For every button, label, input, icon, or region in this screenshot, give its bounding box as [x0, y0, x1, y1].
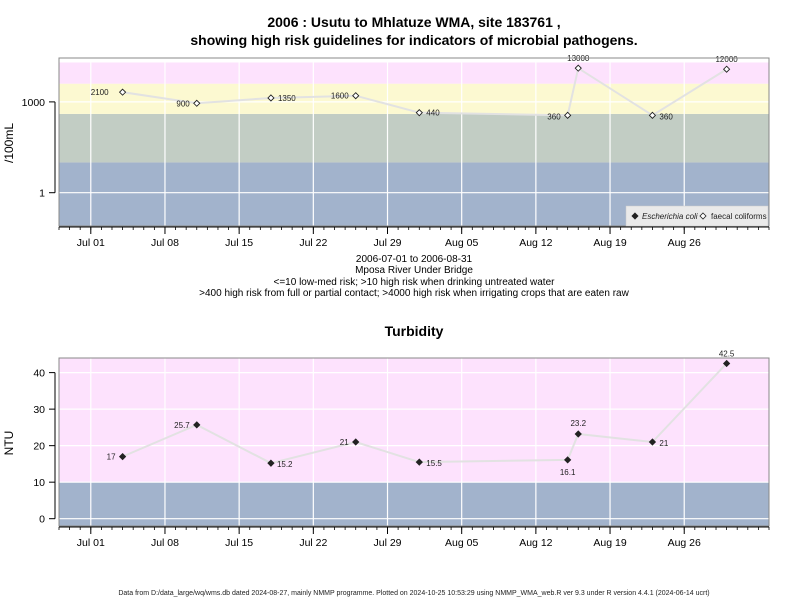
data-point [118, 88, 127, 96]
x-tick-label: Aug 12 [519, 537, 552, 549]
chart-title: 2006 : Usutu to Mhlatuze WMA, site 18376… [267, 14, 560, 30]
risk-band-1 [59, 358, 769, 483]
risk-guideline-2: >400 high risk from full or partial cont… [199, 288, 629, 299]
data-label: 15.2 [277, 460, 293, 469]
legend-marker-faecal-coliforms [699, 212, 707, 220]
data-point [415, 458, 423, 466]
data-point [722, 65, 731, 73]
data-point [574, 64, 582, 72]
y-tick-label: 1 [39, 188, 45, 200]
x-tick-label: Aug 19 [593, 237, 626, 249]
data-label: 15.5 [426, 459, 442, 468]
data-label: 23.2 [570, 419, 586, 428]
y-tick-label: 10 [33, 477, 45, 489]
plot-frame [58, 357, 770, 527]
plot-frame [58, 57, 770, 227]
data-label: 42.5 [719, 349, 735, 358]
data-label: 25.7 [174, 421, 190, 430]
turbidity-title: Turbidity [385, 323, 444, 339]
x-tick-label: Jul 01 [77, 237, 105, 249]
risk-guideline-1: <=10 low-med risk; >10 high risk when dr… [274, 277, 556, 288]
risk-band-1 [59, 113, 769, 163]
data-point [564, 111, 572, 119]
gridlines [59, 358, 769, 526]
y-tick-label: 40 [33, 368, 45, 380]
y-axis: 0 10 20 30 40 [33, 368, 56, 526]
data-label: 16.1 [560, 468, 576, 477]
chart-title-line2: showing high risk guidelines for indicat… [190, 32, 637, 48]
y-tick-label: 20 [33, 441, 45, 453]
data-point [564, 456, 572, 464]
data-point [193, 421, 201, 429]
x-tick-label: Aug 26 [668, 537, 701, 549]
x-tick-label: Aug 05 [445, 537, 478, 549]
data-point [118, 452, 127, 461]
x-tick-label: Jul 15 [225, 237, 253, 249]
data-point [648, 111, 657, 119]
data-label: 360 [659, 112, 673, 121]
x-tick-label: Jul 29 [373, 537, 401, 549]
risk-band-2 [59, 83, 769, 114]
gridlines [59, 58, 769, 226]
y-tick-label: 1000 [22, 97, 46, 109]
data-label: 2100 [91, 88, 109, 97]
date-range: 2006-07-01 to 2006-08-31 [356, 254, 473, 265]
legend-box [625, 205, 769, 227]
x-axis: Jul 01 Jul 08 Jul 15 Jul 22 Jul 29 Aug 05 Aug … [58, 526, 770, 549]
x-tick-label: Aug 12 [519, 237, 552, 249]
data-point [267, 94, 275, 102]
x-axis: Jul 01 Jul 08 Jul 15 Jul 22 Jul 29 Aug 05 Aug … [58, 226, 770, 249]
y-axis-label: NTU [2, 431, 16, 456]
data-label: 21 [340, 438, 349, 447]
y-axis: 1 1000 [22, 97, 56, 200]
data-label: 12000 [715, 55, 738, 64]
risk-band-3 [59, 62, 769, 84]
data-label: 21 [659, 439, 668, 448]
data-point [648, 438, 657, 446]
data-points [118, 359, 731, 467]
x-tick-label: Jul 22 [299, 537, 327, 549]
data-point [352, 438, 360, 446]
x-tick-label: Aug 19 [593, 537, 626, 549]
x-tick-label: Jul 08 [151, 237, 179, 249]
data-labels: 17 25.7 15.2 21 15.5 16.1 23.2 21 42.5 [107, 349, 735, 476]
x-tick-label: Jul 08 [151, 537, 179, 549]
risk-bands [59, 358, 769, 526]
x-tick-label: Jul 01 [77, 537, 105, 549]
data-point [415, 109, 423, 117]
y-tick-label: 0 [39, 514, 45, 526]
data-label: 13000 [567, 54, 590, 63]
legend-marker-ecoli [631, 212, 639, 220]
legend-label-faecal-coliforms: faecal coliforms [711, 212, 767, 221]
data-labels: 2100 900 1350 1600 440 360 13000 360 12000 [91, 54, 738, 121]
data-label: 900 [176, 99, 190, 108]
data-label: 17 [107, 453, 116, 462]
x-tick-label: Jul 22 [299, 237, 327, 249]
data-label: 360 [547, 112, 561, 121]
legend: Escherichia coli faecal coliforms [625, 205, 769, 227]
data-point [574, 430, 582, 438]
x-tick-label: Jul 29 [373, 237, 401, 249]
data-point [193, 99, 201, 107]
data-point [267, 459, 275, 467]
data-points [118, 64, 731, 119]
y-tick-label: 30 [33, 404, 45, 416]
data-label: 1600 [331, 92, 349, 101]
x-tick-label: Jul 15 [225, 537, 253, 549]
x-tick-label: Aug 26 [668, 237, 701, 249]
legend-label-ecoli: Escherichia coli [642, 212, 698, 221]
data-label: 1350 [278, 94, 296, 103]
data-point [352, 92, 360, 100]
data-label: 440 [426, 109, 440, 118]
footer-note: Data from D:/data_large/wq/wms.db dated … [118, 590, 709, 597]
microbial-panel: 2100 900 1350 1600 440 360 13000 360 12000 Jul 0… [2, 54, 770, 249]
site-name: Mposa River Under Bridge [355, 265, 473, 276]
x-tick-label: Aug 05 [445, 237, 478, 249]
y-axis-label: /100mL [2, 123, 16, 163]
data-point [722, 359, 731, 368]
risk-bands [59, 62, 769, 226]
